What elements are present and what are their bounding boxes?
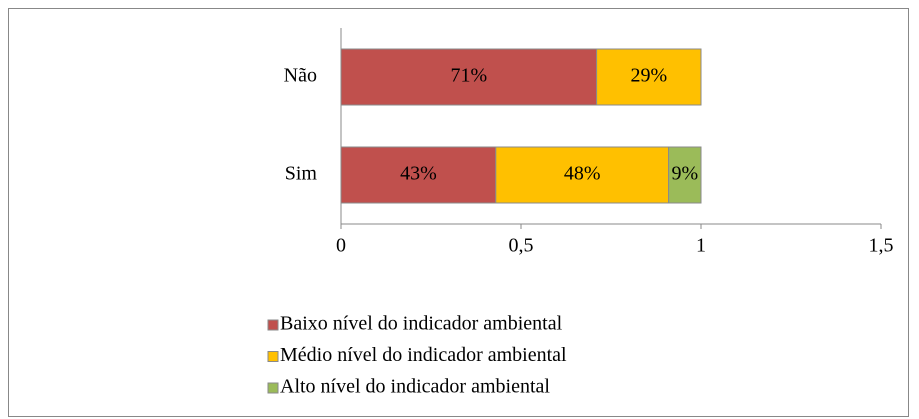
bar-segment <box>668 146 702 204</box>
bar-segment <box>340 146 497 204</box>
x-tick-label: 1 <box>696 235 706 257</box>
legend-swatch <box>267 319 279 331</box>
data-label: 43% <box>400 163 437 185</box>
data-label: 71% <box>450 65 487 87</box>
x-tick-label: 0,5 <box>509 235 534 257</box>
legend-label: Baixo nível do indicador ambiental <box>280 313 563 335</box>
y-tick-label: Sim <box>285 163 318 185</box>
bar-segment <box>596 48 702 106</box>
bar-segment <box>495 146 670 204</box>
x-tick-label: 0 <box>336 235 346 257</box>
legend-swatch <box>267 382 279 394</box>
y-tick-label: Não <box>284 65 317 87</box>
data-label: 48% <box>564 163 601 185</box>
data-label: 9% <box>671 163 698 185</box>
legend-label: Alto nível do indicador ambiental <box>280 376 550 398</box>
data-label: 29% <box>630 65 667 87</box>
legend-swatch <box>267 351 279 362</box>
legend-label: Médio nível do indicador ambiental <box>280 344 567 366</box>
x-tick-label: 1,5 <box>869 235 894 257</box>
